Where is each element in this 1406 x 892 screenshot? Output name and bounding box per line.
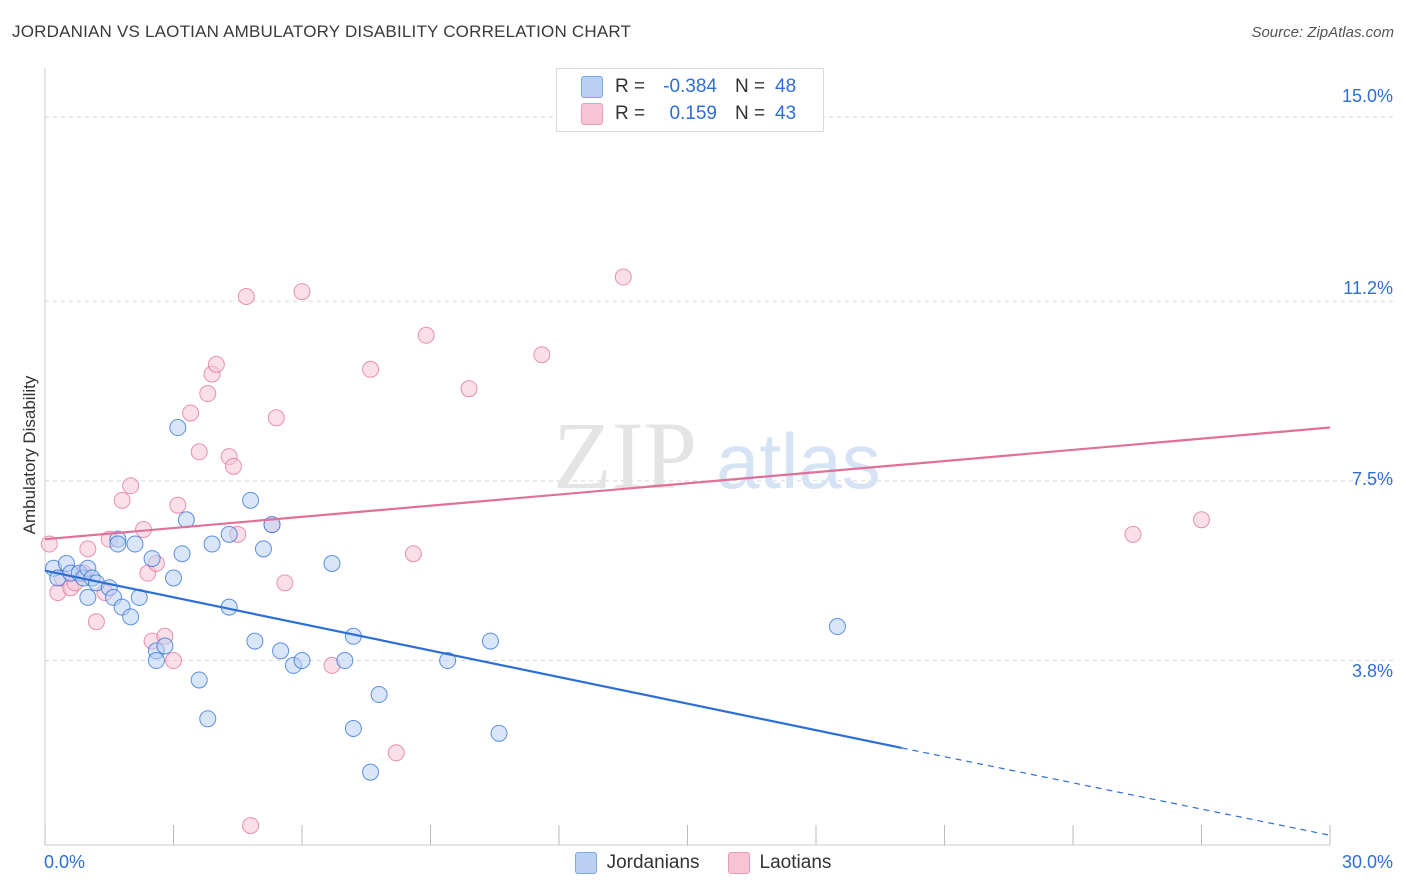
trend-lines <box>44 426 1331 836</box>
y-tick-label: 11.2% <box>1343 278 1393 298</box>
laotians-point <box>237 287 255 305</box>
jordanians-point <box>109 535 127 553</box>
jordanians-point <box>344 719 362 737</box>
jordanians-point <box>254 540 272 558</box>
jordanians-point <box>828 618 846 636</box>
laotians-point <box>417 326 435 344</box>
laotians-point <box>460 380 478 398</box>
laotians-point <box>293 283 311 301</box>
laotians-point <box>113 491 131 509</box>
laotians-point <box>169 496 187 514</box>
laotians-point <box>182 404 200 422</box>
jordanians-point <box>481 632 499 650</box>
jordanians-trend-dashed <box>901 747 1331 836</box>
jordanians-point <box>490 724 508 742</box>
series-legend: Jordanians Laotians <box>0 852 1406 874</box>
jordanians-points <box>45 419 846 781</box>
laotians-point <box>199 385 217 403</box>
legend-label-laotians: Laotians <box>759 852 832 873</box>
n-value: 43 <box>775 103 797 124</box>
legend-row-laotians: R = 0.159 N = 43 <box>581 103 796 125</box>
laotians-point <box>533 346 551 364</box>
laotians-point <box>207 355 225 373</box>
x-tick-label-min: 0.0% <box>44 852 86 872</box>
legend-label-jordanians: Jordanians <box>606 852 700 873</box>
jordanians-point <box>173 545 191 563</box>
laotians-point <box>190 443 208 461</box>
watermark-atlas: atlas <box>716 417 881 505</box>
y-tick-label: 15.0% <box>1341 86 1393 106</box>
jordanians-point <box>272 642 290 660</box>
grid-lines <box>45 116 1395 662</box>
legend-item-jordanians: Jordanians <box>574 852 700 874</box>
blue-swatch <box>581 76 603 98</box>
jordanians-point <box>323 554 341 572</box>
laotians-point <box>165 652 182 670</box>
laotians-point <box>362 360 380 378</box>
laotians-point <box>1193 511 1210 529</box>
laotians-point <box>87 613 105 631</box>
pink-swatch <box>727 852 750 874</box>
jordanians-point <box>203 535 221 553</box>
r-label: R = <box>615 76 646 97</box>
jordanians-point <box>126 535 144 553</box>
laotians-point <box>122 477 140 495</box>
jordanians-point <box>165 569 182 587</box>
chart-title: JORDANIAN VS LAOTIAN AMBULATORY DISABILI… <box>12 22 632 41</box>
laotians-point <box>276 574 294 592</box>
n-value: 48 <box>775 76 797 97</box>
jordanians-point <box>156 637 174 655</box>
jordanians-point <box>220 525 238 543</box>
laotians-points <box>40 268 1210 835</box>
jordanians-point <box>362 763 380 781</box>
jordanians-point <box>246 632 264 650</box>
laotians-point <box>267 409 285 427</box>
laotians-point <box>242 817 260 835</box>
laotians-point <box>224 457 242 475</box>
source-label: Source: ZipAtlas.com <box>1251 24 1394 41</box>
pink-swatch <box>581 103 603 125</box>
jordanians-point <box>169 419 187 437</box>
jordanians-point <box>439 652 457 670</box>
axes <box>44 68 1331 846</box>
jordanians-point <box>122 608 140 626</box>
laotians-point <box>404 545 422 563</box>
n-label: N = <box>735 103 766 124</box>
legend-item-laotians: Laotians <box>727 852 832 874</box>
x-tick-label-max: 30.0% <box>1341 852 1393 872</box>
watermark-zip: ZIP <box>553 402 697 509</box>
stats-legend: R = -0.384 N = 48 R = 0.159 N = 43 <box>556 68 824 132</box>
laotians-point <box>1124 525 1142 543</box>
jordanians-point <box>190 671 208 689</box>
jordanians-point <box>199 710 217 728</box>
r-value: 0.159 <box>669 103 717 124</box>
laotians-trend <box>44 426 1331 541</box>
jordanians-point <box>143 550 161 568</box>
blue-swatch <box>574 852 597 874</box>
n-label: N = <box>735 76 766 97</box>
laotians-point <box>387 744 405 762</box>
legend-row-jordanians: R = -0.384 N = 48 <box>581 76 796 98</box>
laotians-point <box>79 540 97 558</box>
r-label: R = <box>615 103 646 124</box>
jordanians-point <box>242 491 260 509</box>
jordanians-point <box>293 652 311 670</box>
jordanians-trend-solid <box>44 569 902 749</box>
r-value: -0.384 <box>663 76 717 97</box>
jordanians-point <box>370 686 388 704</box>
jordanians-point <box>147 652 165 670</box>
y-tick-label: 3.8% <box>1351 661 1393 681</box>
y-tick-label: 7.5% <box>1351 469 1393 489</box>
jordanians-point <box>336 652 354 670</box>
jordanians-point <box>79 588 97 606</box>
laotians-point <box>614 268 632 286</box>
